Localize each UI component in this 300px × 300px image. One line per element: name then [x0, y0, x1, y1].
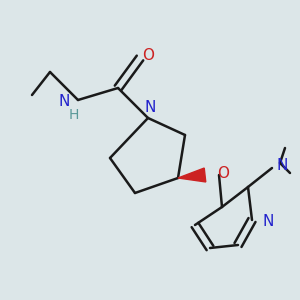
Polygon shape	[178, 168, 206, 182]
Text: N: N	[58, 94, 70, 110]
Text: O: O	[217, 166, 229, 181]
Text: N: N	[262, 214, 273, 230]
Text: H: H	[69, 108, 79, 122]
Text: N: N	[277, 158, 288, 172]
Text: O: O	[142, 47, 154, 62]
Text: N: N	[144, 100, 156, 116]
